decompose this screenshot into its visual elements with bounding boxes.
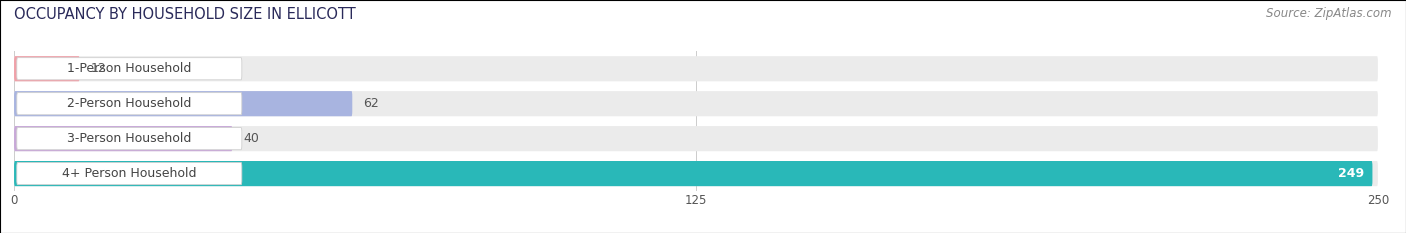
FancyBboxPatch shape xyxy=(14,161,1378,186)
Text: 1-Person Household: 1-Person Household xyxy=(67,62,191,75)
FancyBboxPatch shape xyxy=(14,56,1378,81)
FancyBboxPatch shape xyxy=(17,162,242,185)
Text: Source: ZipAtlas.com: Source: ZipAtlas.com xyxy=(1267,7,1392,20)
FancyBboxPatch shape xyxy=(17,93,242,115)
FancyBboxPatch shape xyxy=(17,58,242,80)
Text: 62: 62 xyxy=(363,97,380,110)
FancyBboxPatch shape xyxy=(14,161,1372,186)
Text: 249: 249 xyxy=(1339,167,1364,180)
FancyBboxPatch shape xyxy=(14,126,1378,151)
Text: 12: 12 xyxy=(90,62,107,75)
Text: OCCUPANCY BY HOUSEHOLD SIZE IN ELLICOTT: OCCUPANCY BY HOUSEHOLD SIZE IN ELLICOTT xyxy=(14,7,356,22)
Text: 4+ Person Household: 4+ Person Household xyxy=(62,167,197,180)
FancyBboxPatch shape xyxy=(17,127,242,150)
Text: 3-Person Household: 3-Person Household xyxy=(67,132,191,145)
FancyBboxPatch shape xyxy=(14,91,353,116)
FancyBboxPatch shape xyxy=(14,91,1378,116)
FancyBboxPatch shape xyxy=(14,126,232,151)
FancyBboxPatch shape xyxy=(14,56,80,81)
Text: 2-Person Household: 2-Person Household xyxy=(67,97,191,110)
Text: 40: 40 xyxy=(243,132,259,145)
